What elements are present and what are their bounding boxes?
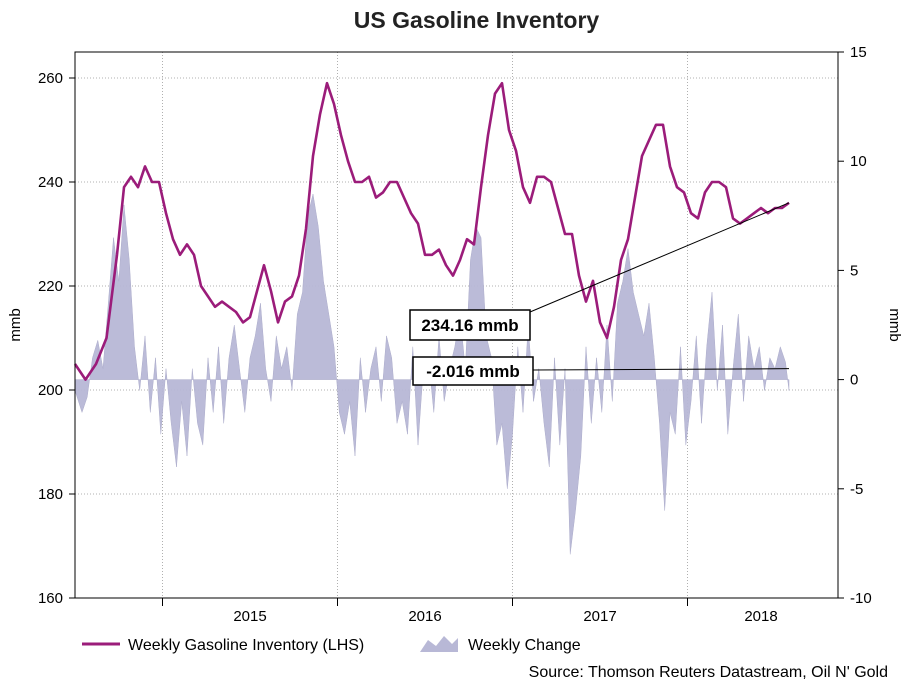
plot-frame <box>74 51 839 599</box>
chart-title: US Gasoline Inventory <box>354 7 600 33</box>
y-left-tick-label: 240 <box>38 174 63 191</box>
y-left-tick-label: 160 <box>38 590 63 607</box>
x-tick-label: 2017 <box>583 608 616 625</box>
annotation-leader-change <box>532 368 790 371</box>
legend-label-change: Weekly Change <box>468 637 581 654</box>
annotation-box-inventory <box>409 309 531 341</box>
annotation-inventory-label: 234.16 mmb <box>421 316 518 335</box>
y-right-tick-label: -10 <box>850 590 872 607</box>
y-left-tick-label: 200 <box>38 382 63 399</box>
y-right-axis-label: mmb <box>886 308 903 341</box>
y-left-axis-label: mmb <box>7 308 24 341</box>
x-tick-label: 2016 <box>408 608 441 625</box>
y-left-tick-label: 220 <box>38 278 63 295</box>
y-right-tick-label: 10 <box>850 153 867 170</box>
y-right-tick-label: 5 <box>850 262 858 279</box>
y-right-tick-label: 15 <box>850 44 867 61</box>
annotation-change-label: -2.016 mmb <box>426 362 520 381</box>
series-inventory-line <box>73 81 790 381</box>
y-right-tick-label: 0 <box>850 372 858 389</box>
legend-swatch-change <box>420 636 458 652</box>
annotation-box-change <box>412 356 534 386</box>
legend-label-inventory: Weekly Gasoline Inventory (LHS) <box>128 637 364 654</box>
source-note: Source: Thomson Reuters Datastream, Oil … <box>529 664 888 681</box>
annotation-leader-inventory <box>529 202 790 313</box>
y-left-tick-label: 180 <box>38 486 63 503</box>
x-tick-label: 2018 <box>744 608 777 625</box>
y-right-tick-label: -5 <box>850 481 863 498</box>
x-tick-label: 2015 <box>233 608 266 625</box>
y-left-tick-label: 260 <box>38 70 63 87</box>
